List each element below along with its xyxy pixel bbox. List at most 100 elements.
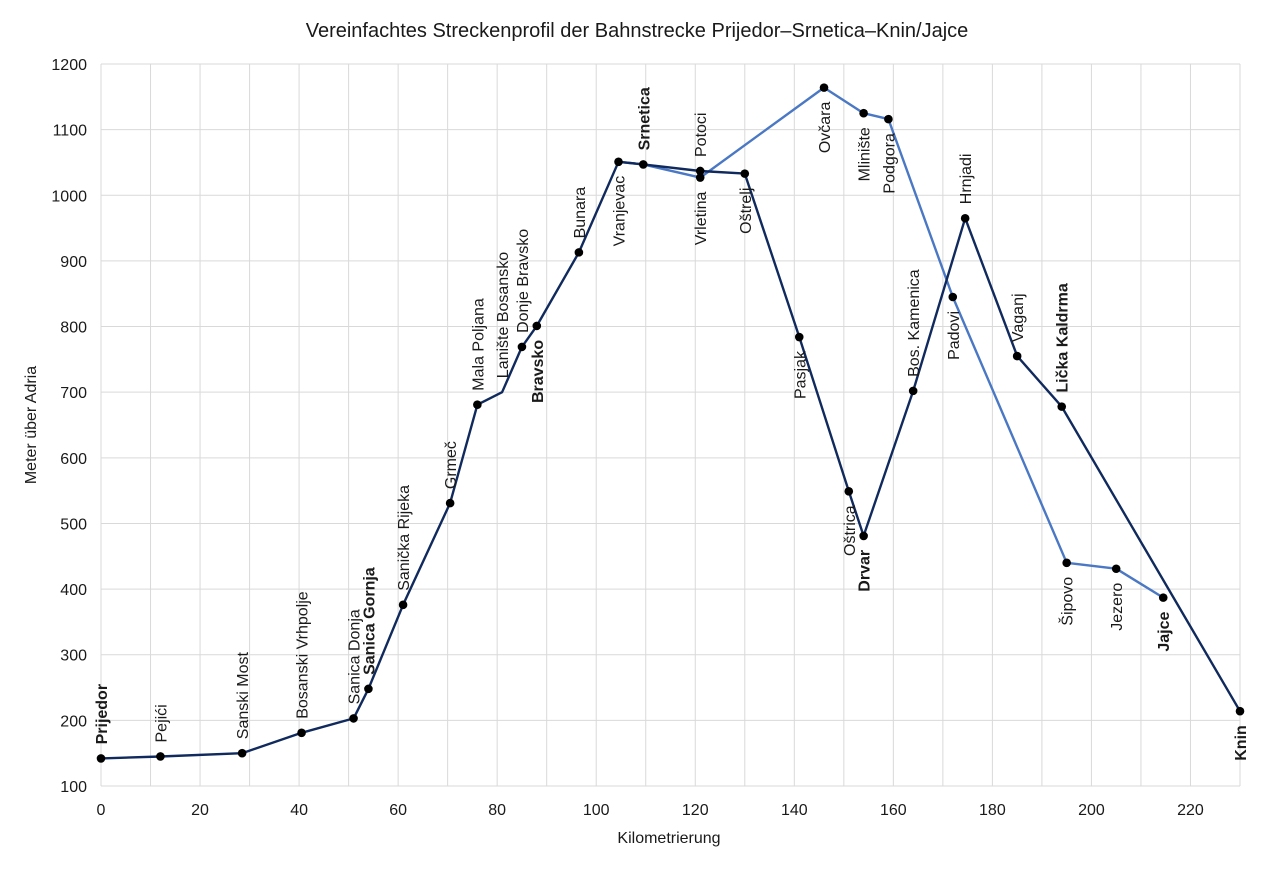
station-marker [859, 531, 868, 541]
station-label-group: Pejići [153, 704, 170, 742]
station-label-group: Grmeč [443, 441, 460, 489]
y-tick-label: 100 [60, 779, 87, 796]
station-label-group: Vranjevac [612, 176, 629, 247]
y-tick-label: 200 [60, 713, 87, 730]
y-tick-label: 300 [60, 648, 87, 665]
station-label: Podgora [881, 133, 898, 194]
station-marker [740, 169, 750, 178]
station-label: Lička Kaldrma [1055, 283, 1072, 392]
station-label-group: Pasjak [792, 350, 809, 399]
station-label-group: Drvar [857, 550, 874, 592]
chart-title: Vereinfachtes Streckenprofil der Bahnstr… [306, 20, 969, 42]
station-label-group: Hrnjadi [958, 154, 975, 205]
station-label: Bos. Kamenica [906, 269, 923, 377]
x-tick-label: 200 [1078, 802, 1105, 819]
station-marker [96, 754, 106, 763]
y-tick-label: 800 [60, 320, 87, 337]
station-label: Ovčara [817, 102, 834, 154]
x-tick-label: 220 [1177, 802, 1204, 819]
x-tick-label: 0 [97, 802, 106, 819]
station-label: Sanica Gornja [361, 567, 378, 675]
station-label-group: Oštrelj [738, 188, 755, 234]
station-label: Bravsko [530, 340, 547, 403]
station-label: Vranjevac [612, 176, 629, 247]
station-marker [638, 160, 648, 169]
y-tick-label: 500 [60, 516, 87, 533]
station-label: Pejići [153, 704, 170, 742]
station-marker [1111, 564, 1121, 574]
station-marker [156, 752, 165, 761]
y-tick-label: 400 [60, 582, 87, 599]
station-label-group: Sanica Gornja [361, 567, 378, 675]
x-tick-label: 60 [389, 802, 407, 819]
y-axis-ticks: 100 200 300 400 500 600 700 800 900 1000 1100 1200 [51, 57, 87, 796]
x-axis-ticks: 0 20 40 60 80 100 120 140 160 180 200 220 [97, 802, 1204, 819]
station-marker [1057, 402, 1067, 411]
station-marker [1158, 593, 1168, 602]
station-label: Pasjak [792, 350, 809, 399]
station-marker [364, 684, 373, 694]
station-label: Padovi [946, 311, 963, 360]
station-label: Mlinište [857, 127, 874, 181]
x-tick-label: 160 [880, 802, 907, 819]
x-tick-label: 80 [488, 802, 506, 819]
station-marker [695, 166, 705, 176]
station-marker [844, 486, 854, 496]
station-markers [96, 83, 1245, 763]
x-tick-label: 100 [583, 802, 610, 819]
station-label-group: Padovi [946, 311, 963, 360]
station-label: Donje Bravsko [515, 229, 532, 333]
station-label: Sanski Most [235, 652, 252, 740]
station-label-group: Bosanski Vrhpolje [295, 591, 312, 719]
station-label: Drvar [857, 550, 874, 592]
y-tick-label: 1000 [51, 188, 87, 205]
x-tick-label: 140 [781, 802, 808, 819]
main-line [99, 160, 1242, 760]
station-marker [859, 108, 868, 118]
station-label-group: Šipovo [1058, 577, 1077, 626]
station-label-group: Bos. Kamenica [906, 269, 923, 377]
station-label: Prijedor [94, 684, 111, 744]
branch-line [617, 86, 1165, 599]
x-tick-label: 120 [682, 802, 709, 819]
station-label: Lanište Bosansko [495, 252, 512, 378]
station-label-group: Donje Bravsko [515, 229, 532, 333]
station-label-group: Bunara [572, 187, 589, 239]
station-label-group: Potoci [693, 113, 710, 157]
station-label-group: Sanica Donja [347, 609, 364, 704]
station-labels: Prijedor Pejići Sanski Most Bosanski Vrhpol… [94, 87, 1250, 761]
station-marker [960, 213, 970, 223]
x-tick-label: 20 [191, 802, 209, 819]
station-label-group: Knin [1233, 725, 1250, 761]
station-label: Vaganj [1010, 293, 1027, 342]
station-marker [532, 321, 542, 331]
station-label-group: Sanička Rijeka [396, 485, 413, 591]
station-marker [884, 114, 893, 124]
station-label: Oštrelj [738, 188, 755, 234]
station-label-group: Lanište Bosansko [495, 252, 512, 378]
x-tick-label: 180 [979, 802, 1006, 819]
station-label: Bosanski Vrhpolje [295, 591, 312, 719]
station-label: Potoci [693, 113, 710, 157]
station-label: Mala Poljana [470, 298, 487, 391]
station-marker [948, 292, 958, 302]
station-label-group: Bravsko [530, 340, 547, 403]
station-marker [1062, 558, 1071, 568]
y-tick-label: 700 [60, 385, 87, 402]
station-marker [819, 83, 829, 92]
station-label: Jajce [1156, 612, 1173, 652]
station-label-group: Lička Kaldrma [1055, 283, 1072, 392]
station-marker [445, 498, 455, 508]
station-label: Knin [1233, 725, 1250, 761]
station-label-group: Ovčara [817, 102, 834, 154]
station-label-group: Sanski Most [235, 652, 252, 740]
station-marker [237, 748, 247, 758]
station-label: Oštrica [842, 505, 859, 556]
station-marker [794, 332, 804, 342]
station-label-group: Mlinište [857, 127, 874, 181]
station-label-group: Vrletina [693, 191, 710, 245]
station-label: Šipovo [1058, 577, 1077, 626]
station-marker [473, 400, 482, 409]
station-marker [398, 600, 408, 610]
